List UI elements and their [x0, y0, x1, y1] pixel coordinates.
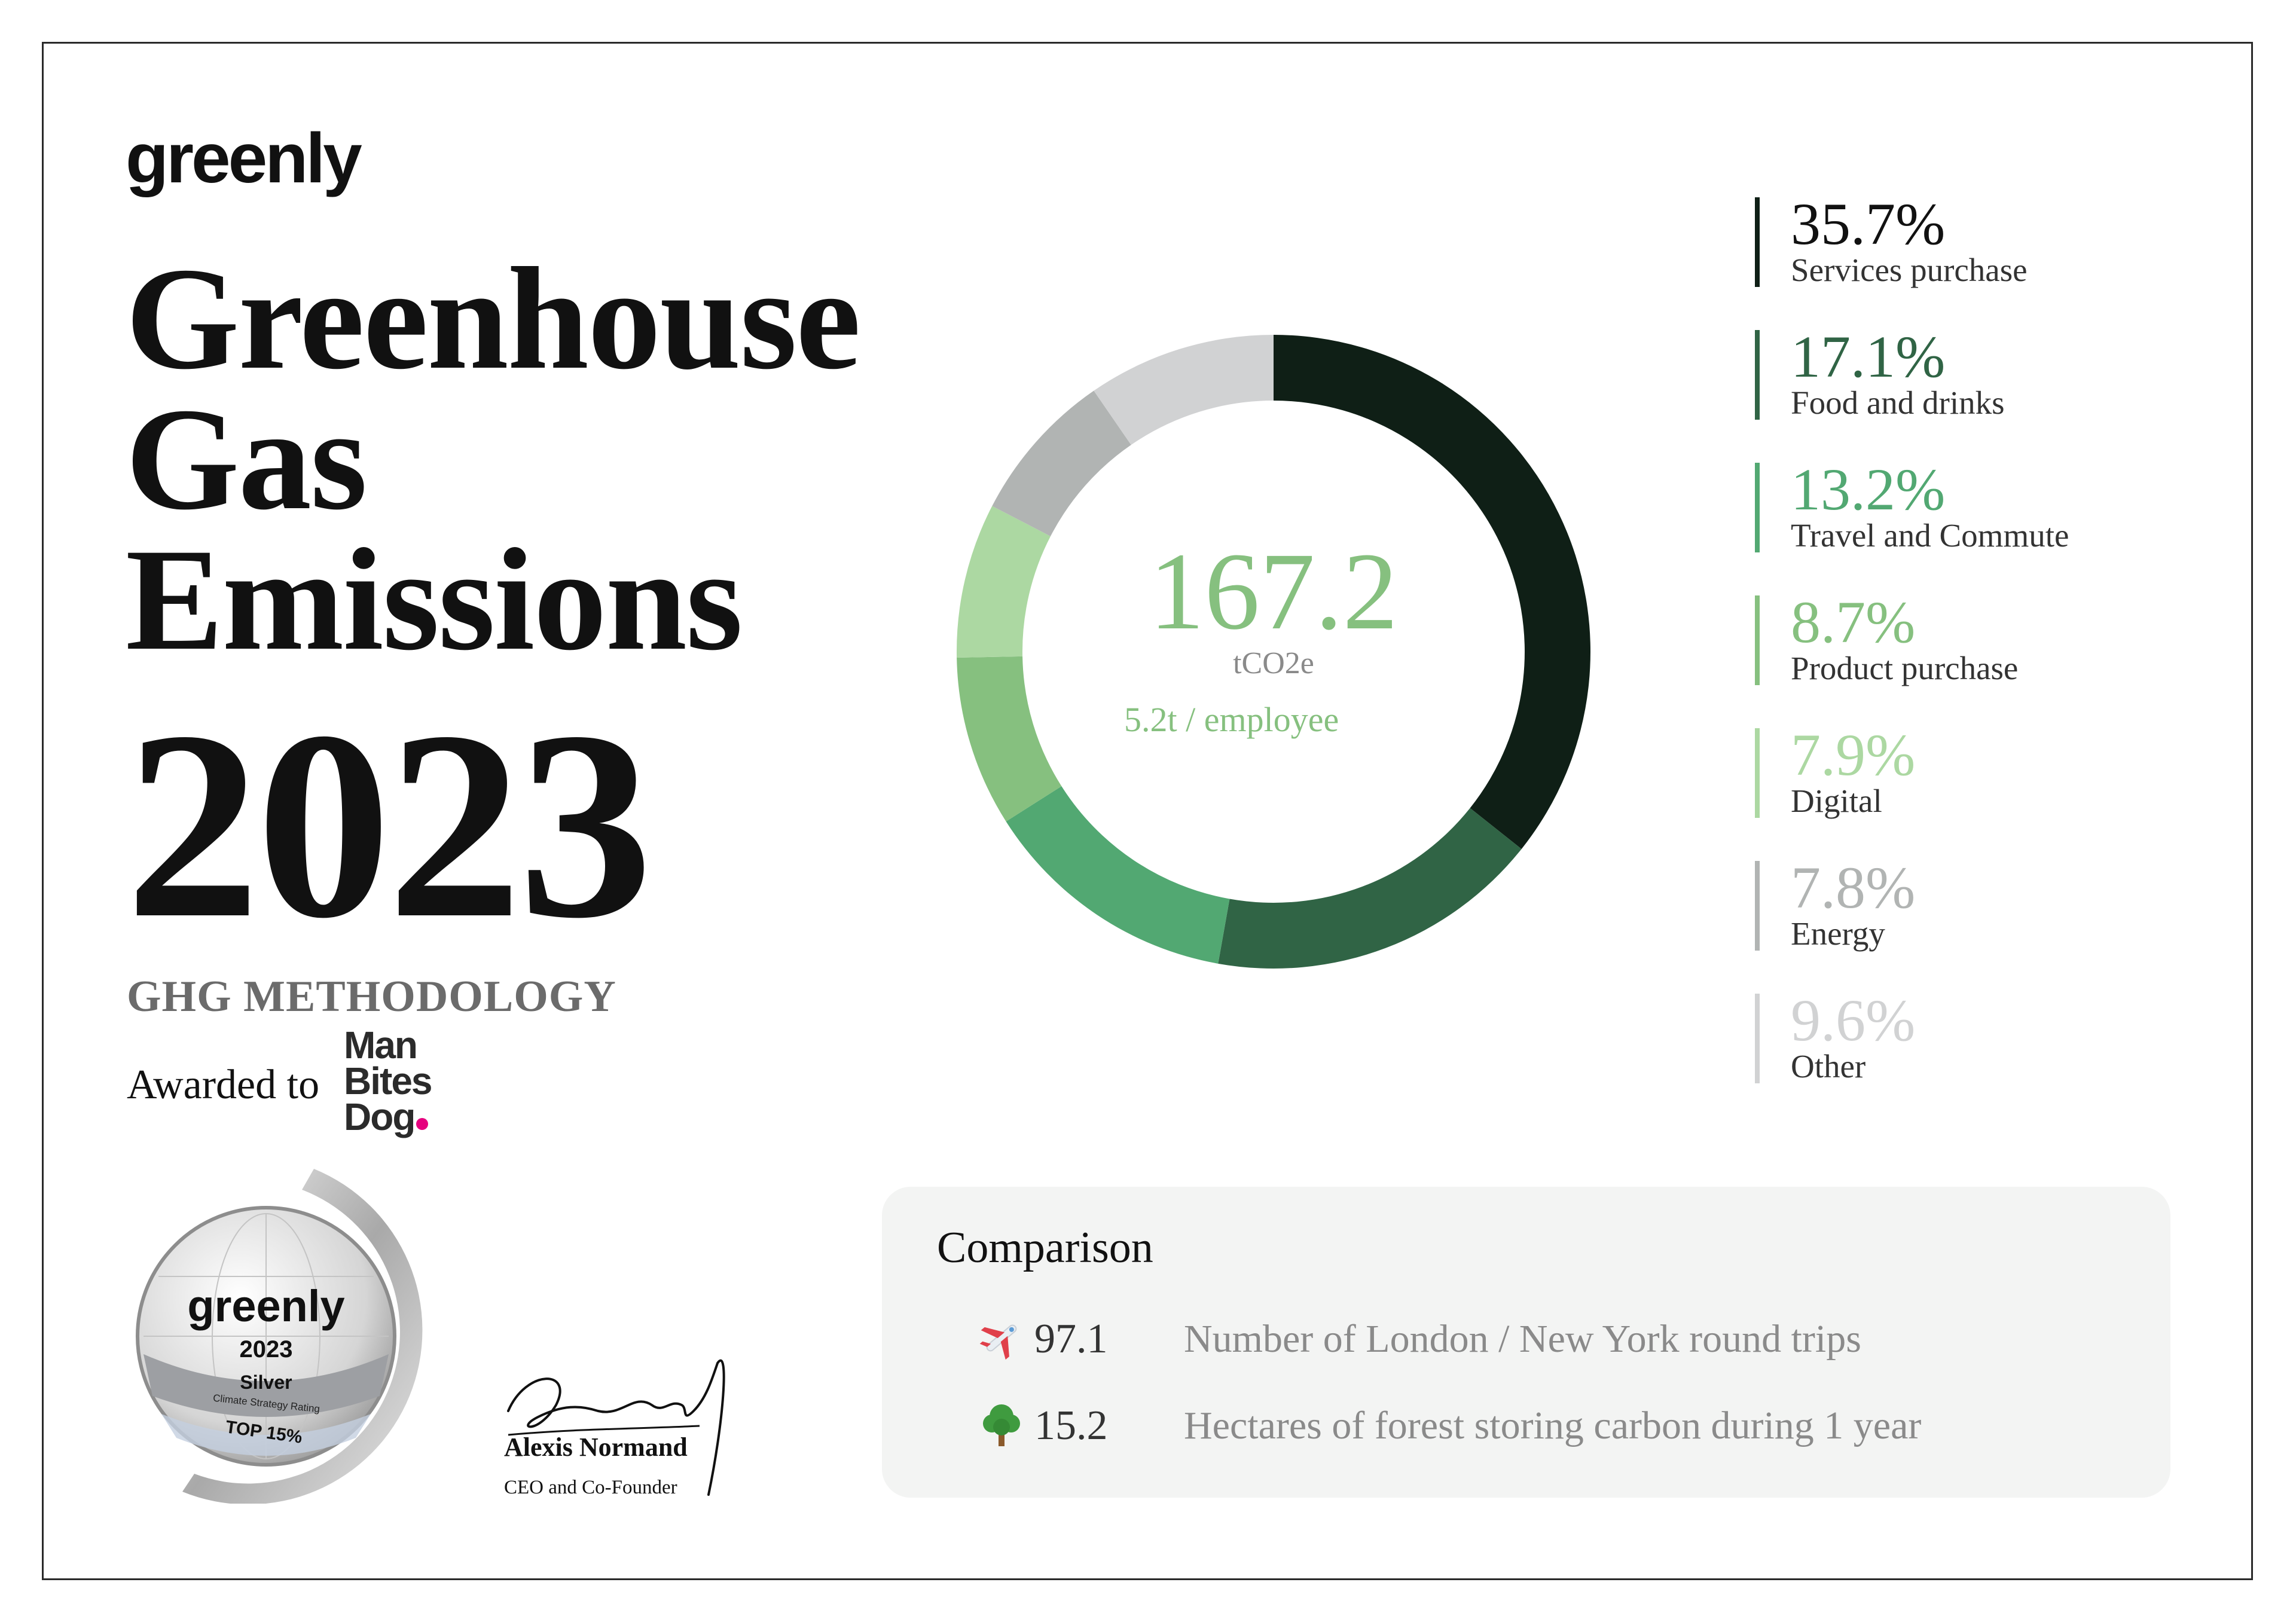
legend-color-bar	[1755, 994, 1760, 1083]
legend-percentage: 7.8%	[1791, 854, 1916, 921]
legend-item: 13.2% Travel and Commute	[1755, 457, 2173, 589]
legend-percentage: 7.9%	[1791, 722, 1916, 788]
per-employee-value: 5.2t / employee	[1124, 700, 1339, 739]
svg-text:greenly: greenly	[187, 1281, 344, 1331]
chart-legend: 35.7% Services purchase 17.1% Food and d…	[1755, 191, 2173, 1120]
svg-text:2023: 2023	[240, 1336, 293, 1363]
legend-color-bar	[1755, 728, 1760, 818]
donut-slice-3	[1006, 786, 1230, 964]
svg-text:Silver: Silver	[240, 1371, 292, 1393]
comparison-value: 97.1	[1034, 1316, 1108, 1362]
tree-icon	[983, 1404, 1020, 1446]
comparison-title: Comparison	[937, 1223, 1153, 1272]
comparison-description: Hectares of forest storing carbon during…	[1184, 1404, 1922, 1447]
company-line-2: Bites	[344, 1059, 432, 1102]
report-year: 2023	[126, 676, 653, 974]
comparison-description: Number of London / New York round trips	[1184, 1317, 1861, 1361]
legend-label: Product purchase	[1791, 650, 2019, 686]
legend-percentage: 35.7%	[1791, 191, 1946, 257]
legend-color-bar	[1755, 861, 1760, 951]
legend-item: 35.7% Services purchase	[1755, 191, 2173, 324]
donut-slice-6	[992, 390, 1131, 536]
legend-color-bar	[1755, 330, 1760, 420]
total-emissions-unit: tCO2e	[1233, 646, 1314, 680]
legend-item: 9.6% Other	[1755, 988, 2173, 1120]
company-logo: Man Bites Dog	[344, 1024, 432, 1136]
legend-color-bar	[1755, 595, 1760, 685]
comparison-value: 15.2	[1034, 1403, 1108, 1449]
legend-label: Energy	[1791, 915, 1885, 952]
awarded-to-label: Awarded to	[127, 1062, 320, 1108]
signatory-name: Alexis Normand	[504, 1432, 688, 1462]
donut-slice-5	[957, 506, 1051, 658]
methodology-label: GHG METHODOLOGY	[127, 972, 616, 1021]
emissions-donut-chart	[957, 335, 1590, 969]
company-line-3: Dog	[344, 1098, 432, 1136]
title-line-1: Greenhouse	[126, 237, 861, 399]
legend-percentage: 13.2%	[1791, 456, 1946, 523]
legend-label: Travel and Commute	[1791, 517, 2069, 554]
greenly-logo: greenly	[126, 119, 362, 198]
legend-label: Digital	[1791, 783, 1882, 819]
legend-color-bar	[1755, 463, 1760, 552]
company-line-1: Man	[344, 1024, 418, 1067]
legend-item: 7.8% Energy	[1755, 855, 2173, 988]
page-frame	[42, 42, 2253, 1580]
title-line-2: Gas	[126, 378, 367, 540]
legend-percentage: 17.1%	[1791, 323, 1946, 390]
legend-percentage: 8.7%	[1791, 589, 1916, 655]
donut-slice-7	[1094, 335, 1274, 445]
legend-label: Services purchase	[1791, 252, 2028, 288]
signature-graphic	[507, 1359, 725, 1496]
donut-slice-2	[1218, 808, 1522, 969]
signatory-role: CEO and Co-Founder	[504, 1477, 677, 1498]
donut-slice-1	[1274, 335, 1590, 850]
airplane-icon	[979, 1324, 1017, 1360]
legend-percentage: 9.6%	[1791, 987, 1916, 1053]
legend-item: 17.1% Food and drinks	[1755, 324, 2173, 457]
comparison-panel: Comparison 97.1 Number of London / New Y…	[882, 1187, 2170, 1498]
comparison-row-flights: 97.1 Number of London / New York round t…	[978, 1309, 2144, 1369]
donut-slice-4	[957, 656, 1062, 821]
legend-item: 7.9% Digital	[1755, 722, 2173, 855]
silver-rating-badge: greenly 2023 Silver Climate Strategy Rat…	[136, 1169, 423, 1504]
total-emissions-value: 167.2	[1149, 530, 1399, 653]
legend-item: 8.7% Product purchase	[1755, 589, 2173, 722]
comparison-row-forest: 15.2 Hectares of forest storing carbon d…	[978, 1396, 2144, 1456]
page-title: Greenhouse Gas Emissions	[126, 237, 861, 680]
title-line-3: Emissions	[126, 518, 743, 680]
legend-color-bar	[1755, 197, 1760, 287]
legend-label: Other	[1791, 1048, 1866, 1085]
legend-label: Food and drinks	[1791, 384, 2005, 421]
